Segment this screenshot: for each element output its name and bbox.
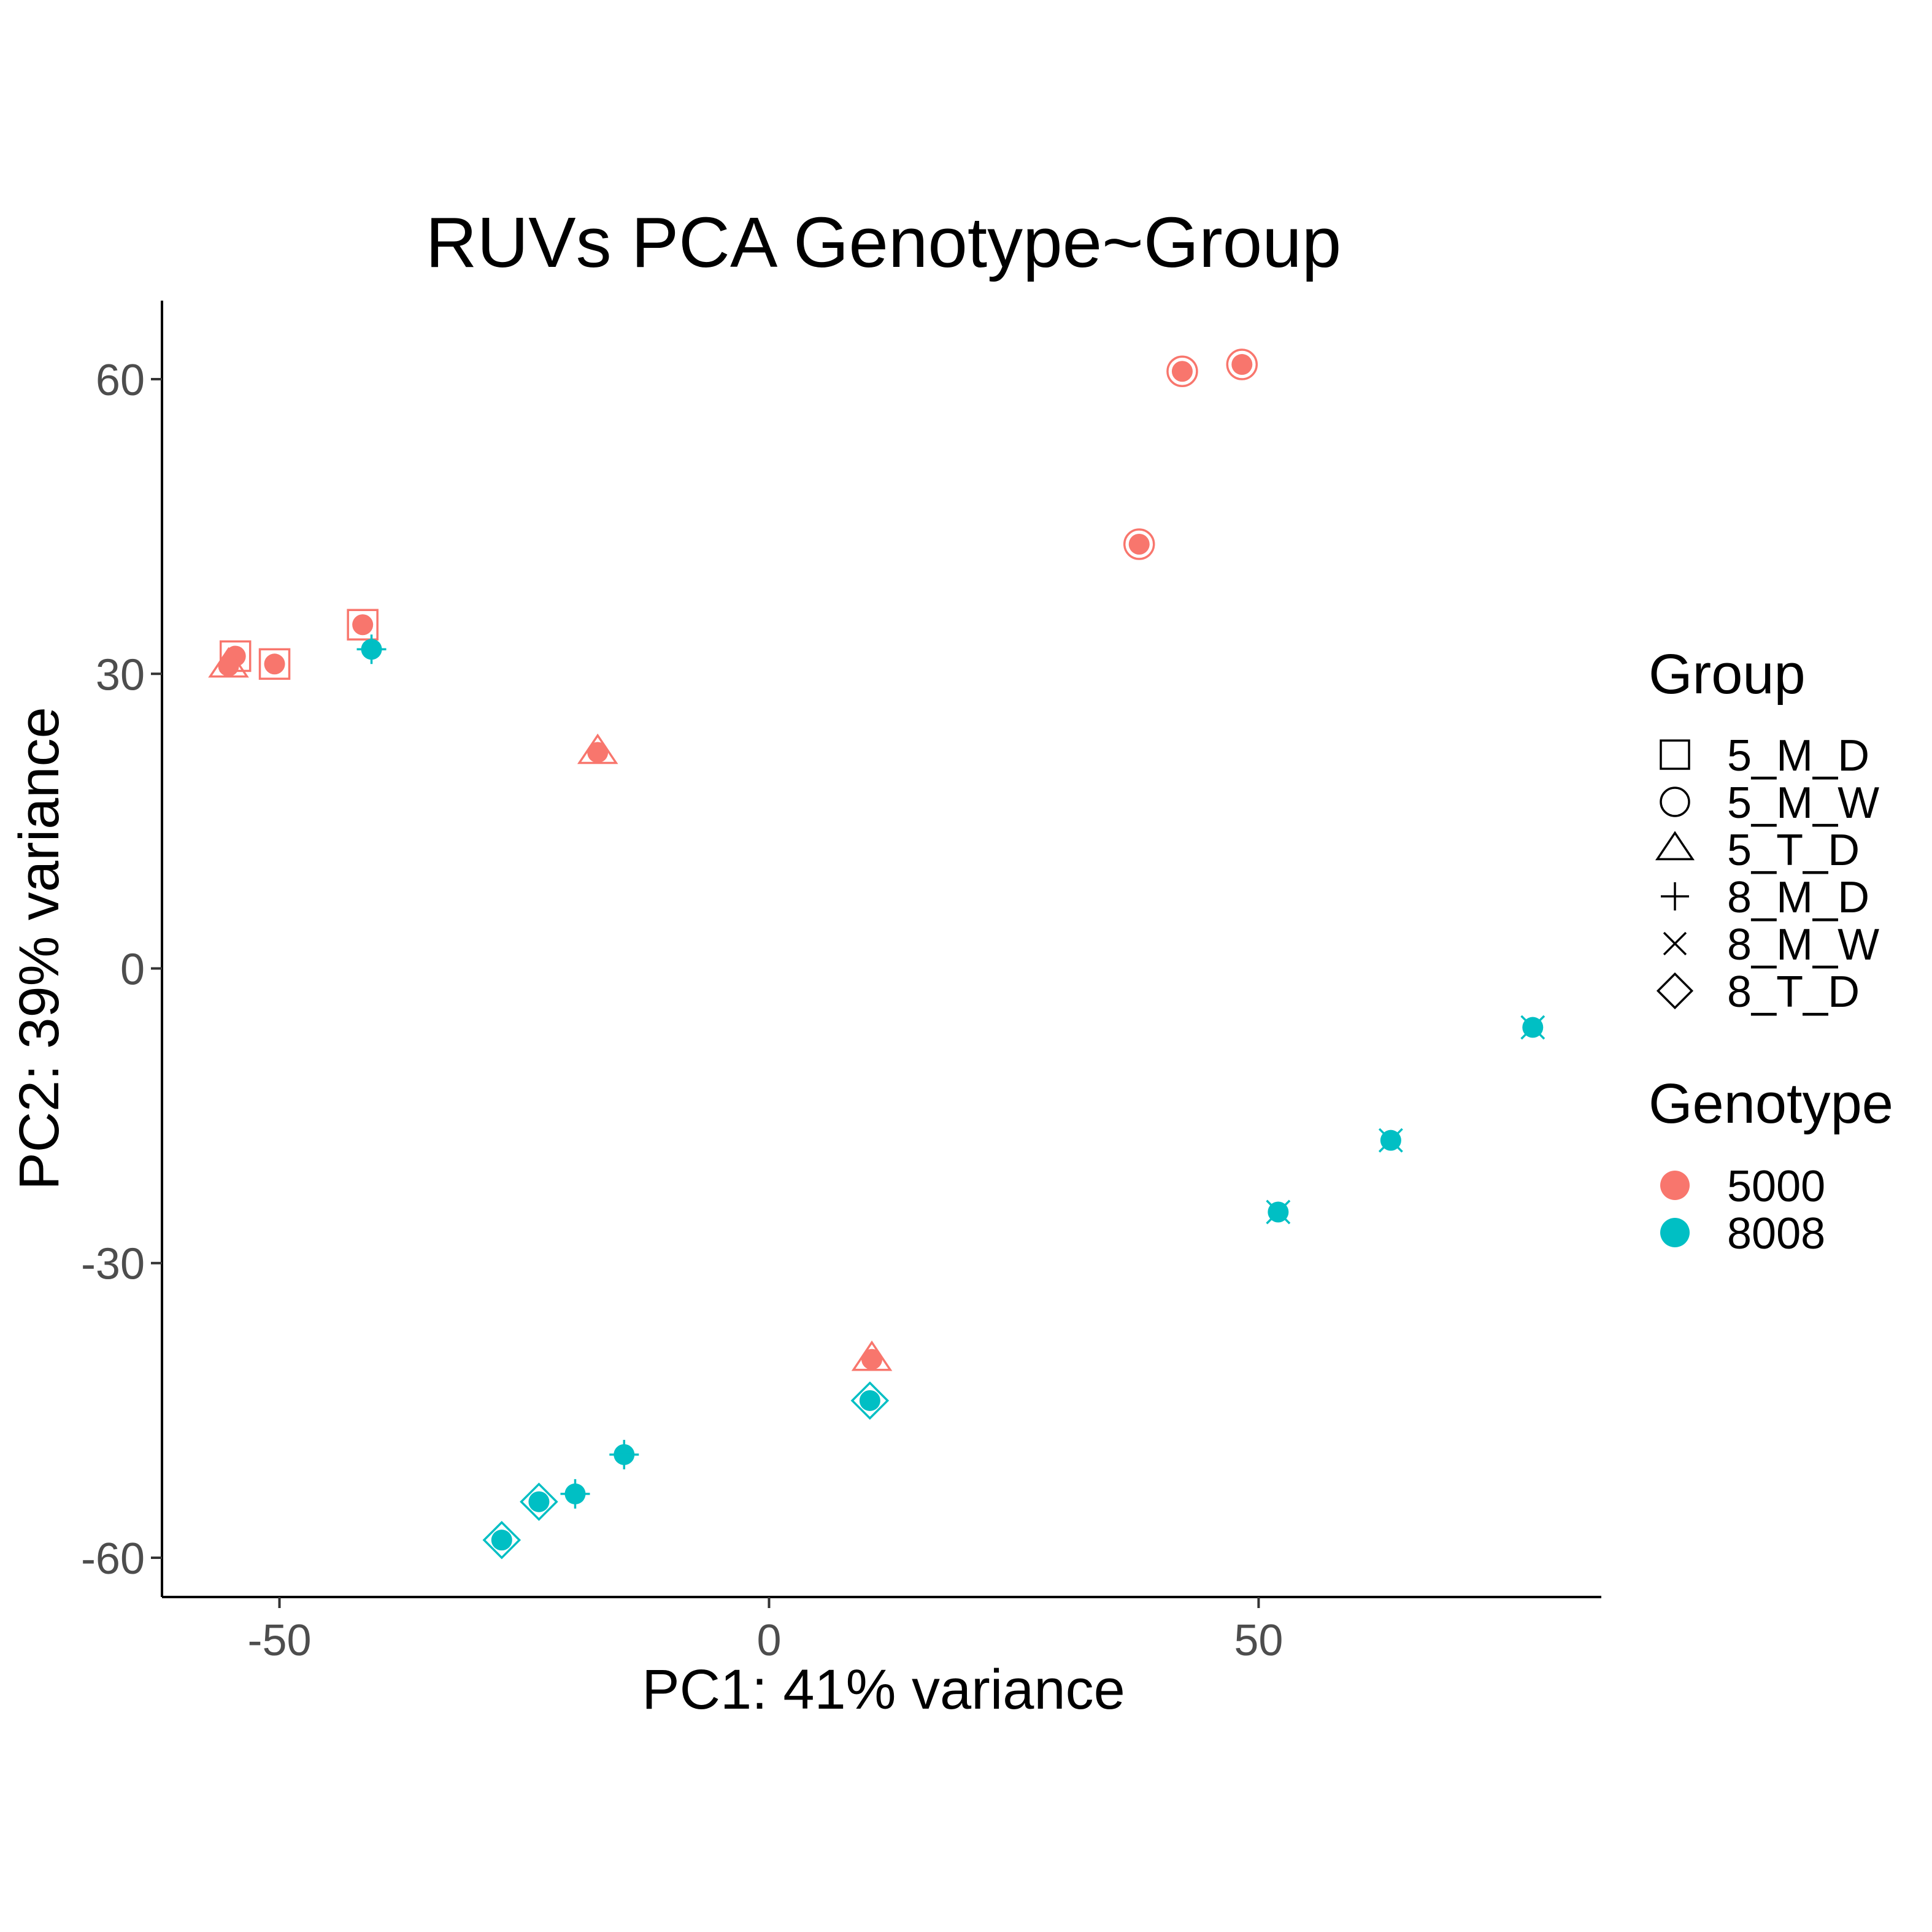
point-cross-marker [1266, 1199, 1291, 1225]
point-dot [1128, 533, 1150, 555]
point-triangle-marker [208, 647, 249, 678]
chart-title: RUVs PCA Genotype~Group [426, 202, 1342, 282]
legend-group-label: 8_M_D [1727, 873, 1869, 922]
point-circle-marker [1166, 355, 1198, 388]
legend-circle-icon [1660, 787, 1690, 817]
point-dot [861, 1349, 883, 1370]
point-square-marker [347, 609, 379, 641]
legend-color-dot-icon [1660, 1218, 1690, 1247]
data-point [1226, 348, 1258, 380]
legend-plus-icon [1661, 882, 1689, 910]
legend-group-title: Group [1649, 643, 1806, 706]
point-plus-marker [609, 1439, 639, 1469]
x-ticks: -50 0 50 [247, 1597, 1283, 1665]
point-triangle-marker [577, 733, 618, 764]
legend-group-item: 8_T_D [1656, 968, 1860, 1017]
data-point [851, 1340, 893, 1371]
point-triangle-marker [851, 1340, 893, 1371]
data-point [208, 647, 249, 678]
legend-group-label: 5_M_W [1727, 779, 1879, 828]
y-ticks: -60 -30 0 30 60 [81, 356, 162, 1584]
point-dot [352, 614, 374, 636]
legend-group-items: 5_M_D5_M_W5_T_D8_M_D8_M_W8_T_D [1655, 731, 1879, 1017]
y-tick-label: 60 [96, 356, 145, 405]
data-point [1378, 1128, 1403, 1153]
point-dot [1171, 361, 1193, 382]
legend: Group 5_M_D5_M_W5_T_D8_M_D8_M_W8_T_D Gen… [1649, 643, 1893, 1258]
data-point [1266, 1199, 1291, 1225]
data-point [1166, 355, 1198, 388]
data-point [356, 634, 387, 664]
legend-color-dot-icon [1660, 1171, 1690, 1200]
legend-group-label: 5_M_D [1727, 731, 1869, 780]
x-axis-title: PC1: 41% variance [642, 1658, 1125, 1721]
y-tick-label: -60 [81, 1534, 145, 1584]
x-tick-label: -50 [247, 1616, 311, 1665]
plot-panel: -50 0 50 -60 -30 0 30 60 [81, 301, 1601, 1665]
data-point [609, 1439, 639, 1469]
data-point [258, 648, 291, 680]
legend-genotype-item: 8008 [1660, 1209, 1825, 1258]
point-cross-marker [1520, 1015, 1545, 1040]
point-dot [859, 1390, 880, 1411]
point-diamond-marker [482, 1520, 521, 1560]
y-tick-label: -30 [81, 1240, 145, 1289]
legend-genotype-label: 5000 [1727, 1162, 1825, 1211]
point-plus-marker [356, 634, 387, 664]
legend-triangle-icon [1655, 831, 1695, 861]
legend-square-icon [1660, 739, 1690, 770]
point-circle-marker [1226, 348, 1258, 380]
legend-group-item: 8_M_D [1661, 873, 1869, 922]
point-dot [1231, 354, 1253, 375]
data-point [1520, 1015, 1545, 1040]
point-dot [218, 655, 239, 677]
legend-group-item: 5_M_W [1660, 779, 1879, 828]
y-axis-title: PC2: 39% variance [8, 707, 71, 1190]
legend-group-item: 5_T_D [1655, 826, 1860, 875]
legend-group-item: 5_M_D [1660, 731, 1869, 780]
data-point [482, 1520, 521, 1560]
legend-cross-icon [1663, 931, 1687, 956]
legend-group-label: 5_T_D [1727, 826, 1860, 875]
point-diamond-marker [850, 1381, 890, 1420]
y-tick-label: 0 [120, 945, 145, 995]
point-circle-marker [1123, 528, 1155, 560]
legend-genotype-title: Genotype [1649, 1072, 1893, 1135]
point-cross-marker [1378, 1128, 1403, 1153]
legend-group-label: 8_M_W [1727, 920, 1879, 969]
legend-genotype-label: 8008 [1727, 1209, 1825, 1258]
point-plus-marker [560, 1479, 590, 1509]
point-dot [587, 742, 609, 763]
legend-group-item: 8_M_W [1663, 920, 1879, 969]
data-point [850, 1381, 890, 1420]
data-point [1123, 528, 1155, 560]
legend-genotype-item: 5000 [1660, 1162, 1825, 1211]
data-point [347, 609, 379, 641]
data-point [577, 733, 618, 764]
x-tick-label: 50 [1234, 1616, 1283, 1665]
x-tick-label: 0 [756, 1616, 781, 1665]
point-diamond-marker [520, 1482, 558, 1522]
point-dot [528, 1491, 550, 1512]
point-square-marker [258, 648, 291, 680]
data-point [560, 1479, 590, 1509]
data-points [208, 348, 1545, 1560]
point-dot [491, 1530, 512, 1551]
y-tick-label: 30 [96, 650, 145, 699]
legend-group-label: 8_T_D [1727, 968, 1860, 1017]
point-dot [264, 653, 285, 675]
legend-diamond-icon [1656, 972, 1694, 1010]
data-point [520, 1482, 558, 1522]
